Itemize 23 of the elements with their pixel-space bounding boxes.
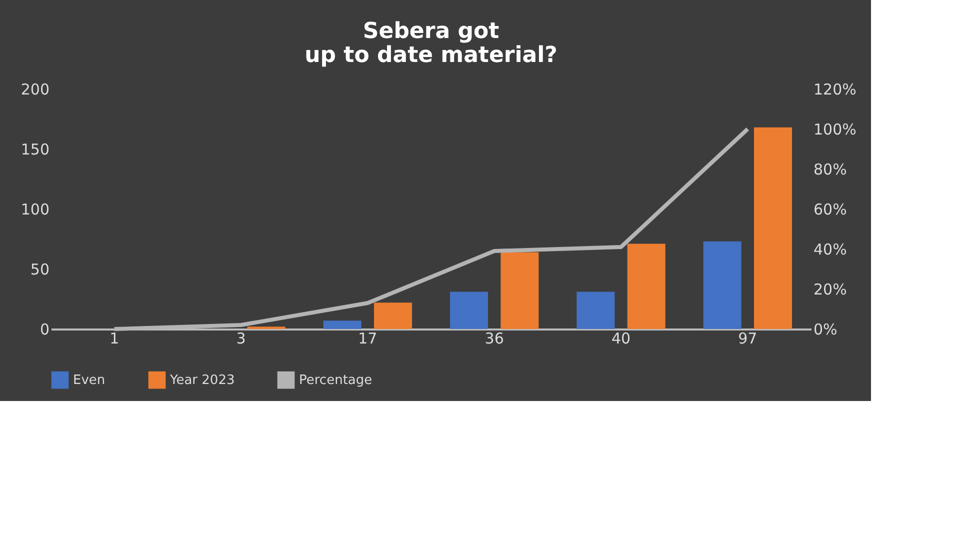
y2-tick-label: 120% [814, 80, 856, 98]
x-tick-label: 17 [358, 330, 378, 348]
y2-tick-label: 60% [814, 200, 847, 218]
y2-tick-label: 20% [814, 280, 847, 298]
y-tick-label: 0 [40, 320, 50, 338]
y2-tick-label: 80% [814, 160, 847, 178]
legend-label: Even [73, 373, 106, 388]
text: up to date material? [304, 43, 558, 68]
x-tick-label: 40 [611, 330, 631, 348]
x-tick-label: 3 [236, 330, 246, 348]
y-tick-label: 100 [20, 200, 50, 218]
text: Sebera got [362, 19, 500, 44]
x-tick-label: 1 [110, 330, 120, 348]
y-tick-label: 150 [20, 140, 50, 158]
y-tick-label: 50 [30, 260, 50, 278]
legend-label: Year 2023 [169, 373, 235, 388]
x-tick-label: 97 [738, 330, 758, 348]
y-tick-label: 200 [20, 80, 50, 98]
y2-tick-label: 100% [814, 120, 856, 138]
legend-label: Percentage [299, 373, 372, 388]
x-tick-label: 36 [484, 330, 504, 348]
y2-tick-label: 40% [814, 240, 847, 258]
y2-tick-label: 0% [814, 320, 838, 338]
